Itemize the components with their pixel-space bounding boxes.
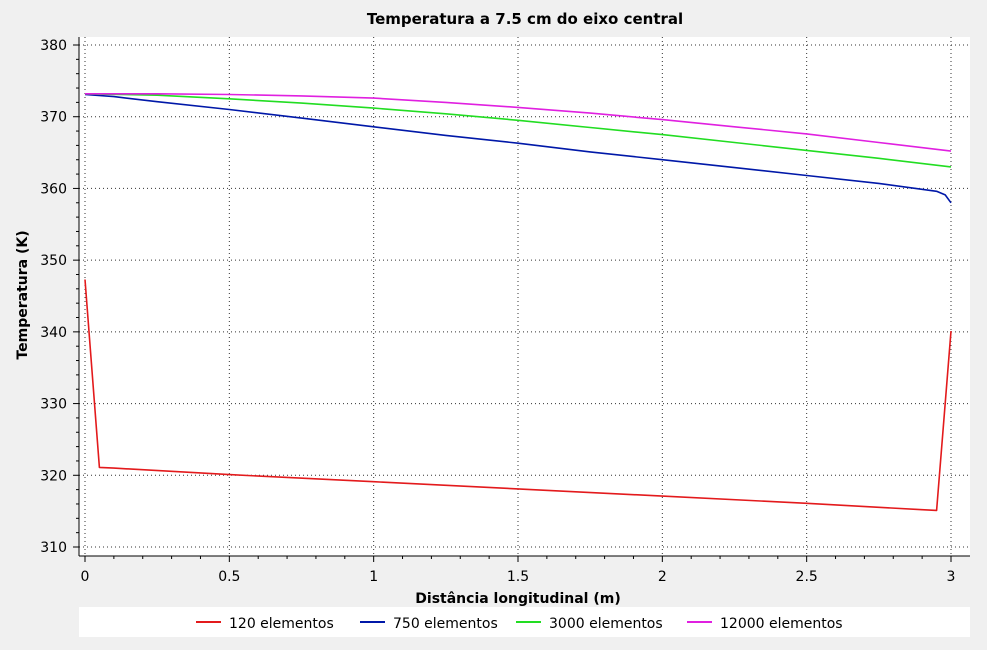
y-tick-label: 380 bbox=[40, 38, 67, 54]
y-tick-label: 310 bbox=[40, 540, 67, 556]
legend-label-4: 12000 elementos bbox=[720, 616, 843, 632]
plot-area bbox=[79, 37, 970, 556]
y-tick-label: 330 bbox=[40, 397, 67, 413]
legend-label-3: 3000 elementos bbox=[549, 616, 663, 632]
series-lines bbox=[84, 93, 952, 512]
chart-title: Temperatura a 7.5 cm do eixo central bbox=[367, 10, 683, 28]
x-tick-label: 1.5 bbox=[507, 569, 529, 585]
y-tick-label: 370 bbox=[40, 110, 67, 126]
legend-label-1: 120 elementos bbox=[229, 616, 334, 632]
x-tick-label: 1 bbox=[369, 569, 378, 585]
x-tick-label: 0 bbox=[81, 569, 90, 585]
series-line-2 bbox=[84, 93, 952, 204]
x-tick-label: 0.5 bbox=[218, 569, 240, 585]
x-axis-label: Distância longitudinal (m) bbox=[415, 591, 620, 607]
grid bbox=[79, 37, 970, 556]
x-tick-label: 2 bbox=[658, 569, 667, 585]
axes bbox=[73, 37, 970, 562]
y-tick-label: 340 bbox=[40, 325, 67, 341]
y-tick-label: 360 bbox=[40, 181, 67, 197]
y-tick-label: 350 bbox=[40, 253, 67, 269]
y-tick-label: 320 bbox=[40, 468, 67, 484]
y-axis-label: Temperatura (K) bbox=[15, 230, 31, 359]
x-tick-label: 2.5 bbox=[796, 569, 818, 585]
x-tick-label: 3 bbox=[947, 569, 956, 585]
legend-label-2: 750 elementos bbox=[393, 616, 498, 632]
series-line-3 bbox=[84, 93, 952, 168]
series-line-1 bbox=[84, 279, 952, 512]
tick-labels: 310 320 330 340 350 360 370 380 0 0.5 1 1.5 2 2.5 3 bbox=[40, 38, 955, 585]
series-line-4 bbox=[85, 93, 952, 152]
legend-items: 120 elementos 750 elementos 3000 elementos… bbox=[196, 616, 843, 632]
